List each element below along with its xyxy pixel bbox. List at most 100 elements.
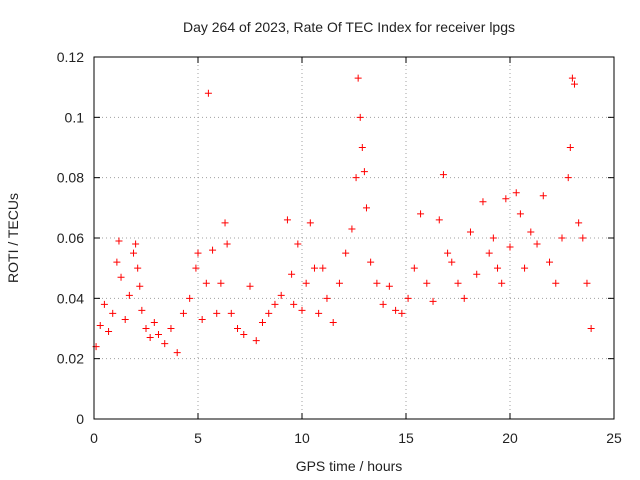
x-axis-label: GPS time / hours xyxy=(296,458,403,474)
data-point xyxy=(258,318,266,326)
data-point xyxy=(117,273,125,281)
data-point xyxy=(302,279,310,287)
data-point xyxy=(121,315,129,323)
data-point xyxy=(209,246,217,254)
data-point xyxy=(479,198,487,206)
data-point xyxy=(288,270,296,278)
data-point xyxy=(329,318,337,326)
data-point xyxy=(564,174,572,182)
data-point xyxy=(348,225,356,233)
data-point xyxy=(192,264,200,272)
data-point xyxy=(570,80,578,88)
x-tick-label: 0 xyxy=(90,430,98,446)
x-axis: 0 5 10 15 20 25 xyxy=(90,57,622,446)
data-point xyxy=(204,89,212,97)
data-point xyxy=(310,264,318,272)
data-point xyxy=(125,291,133,299)
data-point xyxy=(392,306,400,314)
data-point xyxy=(494,264,502,272)
data-point xyxy=(298,306,306,314)
data-point xyxy=(227,309,235,317)
data-point xyxy=(246,282,254,290)
x-tick-label: 5 xyxy=(194,430,202,446)
data-point xyxy=(558,234,566,242)
data-point xyxy=(167,325,175,332)
data-point xyxy=(583,279,591,287)
data-point xyxy=(466,228,474,236)
data-point xyxy=(146,334,154,342)
data-point xyxy=(136,282,144,290)
data-point xyxy=(521,264,529,272)
data-point xyxy=(460,294,468,302)
data-point xyxy=(587,325,595,332)
data-point xyxy=(319,264,327,272)
data-points xyxy=(92,74,595,357)
data-point xyxy=(306,219,314,227)
data-point xyxy=(379,300,387,308)
data-point xyxy=(429,297,437,305)
data-point xyxy=(358,144,366,151)
data-point xyxy=(498,279,506,287)
data-point xyxy=(240,331,248,339)
data-point xyxy=(213,309,221,317)
data-point xyxy=(96,321,104,329)
data-point xyxy=(373,279,381,287)
data-point xyxy=(439,171,447,179)
data-point xyxy=(179,309,187,317)
y-axis: 0 0.02 0.04 0.06 0.08 0.1 0.12 xyxy=(57,49,614,427)
y-tick-label: 0.04 xyxy=(57,290,84,306)
data-point xyxy=(109,309,117,317)
data-point xyxy=(202,279,210,287)
data-point xyxy=(506,243,514,251)
data-point xyxy=(277,291,285,299)
chart-title: Day 264 of 2023, Rate Of TEC Index for r… xyxy=(183,19,515,35)
data-point xyxy=(410,264,418,272)
x-tick-label: 15 xyxy=(398,430,414,446)
data-point xyxy=(367,258,375,266)
data-point xyxy=(198,315,206,323)
data-point xyxy=(502,195,510,203)
data-point xyxy=(539,192,547,200)
data-point xyxy=(335,279,343,287)
data-point xyxy=(315,309,323,317)
data-point xyxy=(234,325,242,332)
y-tick-label: 0 xyxy=(76,411,84,427)
x-tick-label: 20 xyxy=(502,430,518,446)
data-point xyxy=(489,234,497,242)
data-point xyxy=(516,210,524,218)
data-point xyxy=(454,279,462,287)
data-point xyxy=(552,279,560,287)
data-point xyxy=(352,174,360,182)
data-point xyxy=(265,309,273,317)
data-point xyxy=(294,240,302,248)
data-point xyxy=(385,282,393,290)
data-point xyxy=(142,325,150,332)
data-point xyxy=(138,306,146,314)
data-point xyxy=(575,219,583,227)
data-point xyxy=(186,294,194,302)
y-tick-label: 0.06 xyxy=(57,230,84,246)
data-point xyxy=(360,168,368,176)
data-point xyxy=(568,74,576,82)
data-point xyxy=(161,340,169,348)
data-point xyxy=(217,279,225,287)
data-point xyxy=(444,249,452,257)
data-point xyxy=(173,349,181,357)
data-point xyxy=(194,249,202,257)
data-point xyxy=(362,204,370,212)
data-point xyxy=(579,234,587,242)
data-point xyxy=(342,249,350,257)
data-point xyxy=(566,144,574,151)
data-point xyxy=(473,270,481,278)
data-point xyxy=(404,294,412,302)
data-point xyxy=(130,249,138,257)
data-point xyxy=(252,337,260,345)
y-tick-label: 0.1 xyxy=(65,109,85,125)
y-axis-label: ROTI / TECUs xyxy=(5,193,21,283)
data-point xyxy=(271,300,279,308)
data-point xyxy=(290,300,298,308)
data-point xyxy=(105,328,113,336)
y-tick-label: 0.12 xyxy=(57,49,84,65)
